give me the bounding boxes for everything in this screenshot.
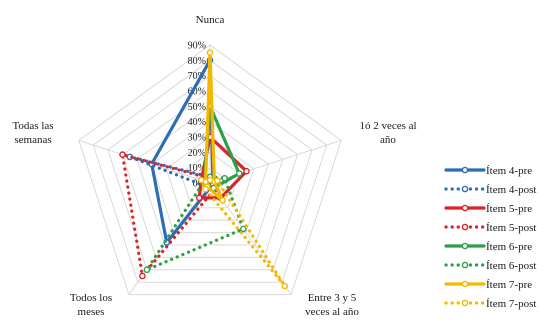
grid-ring (78, 44, 342, 296)
legend-label: Ítem 4-pre (486, 165, 532, 177)
legend-entry: Ítem 4-pre (444, 165, 532, 177)
legend-label: Ítem 5-pre (486, 203, 532, 215)
grid-ring (165, 136, 255, 221)
radial-tick-label: 90% (188, 41, 206, 52)
legend-entry: Ítem 5-pre (444, 203, 532, 215)
series-line (197, 135, 249, 200)
legend-marker (461, 242, 469, 250)
data-point (143, 266, 151, 274)
legend-label: Ítem 5-post (486, 222, 536, 234)
radial-tick-label: 80% (188, 56, 206, 67)
axis-label: Todas las semanas (12, 120, 53, 146)
data-point (243, 167, 250, 175)
legend-entry: Ítem 4-post (444, 184, 536, 196)
legend-label: Ítem 6-pre (486, 241, 532, 253)
data-point (197, 176, 205, 184)
grid-ring (180, 151, 240, 209)
series-8 (197, 176, 289, 290)
data-point (195, 194, 203, 202)
axis-label: Entre 3 y 5 veces al año (305, 292, 359, 318)
radial-tick-label: 20% (188, 148, 206, 159)
data-point (221, 174, 228, 182)
radial-tick-label: 10% (188, 163, 206, 174)
legend-label: Ítem 4-post (486, 184, 536, 196)
radial-tick-label: 60% (188, 87, 206, 98)
series-lines (119, 49, 289, 290)
legend: Ítem 4-pre Ítem 4-post Ítem 5-pre Ítem 5-po… (444, 165, 536, 310)
legend-marker (461, 223, 469, 231)
grid-ring (151, 121, 269, 234)
legend-marker (461, 204, 469, 212)
legend-marker (461, 261, 469, 269)
radial-tick-label: 30% (188, 133, 206, 144)
radial-tick-label: 70% (188, 71, 206, 82)
legend-marker (461, 280, 469, 288)
data-point (281, 282, 289, 290)
legend-entry: Ítem 5-post (444, 222, 536, 234)
grid-ring (121, 90, 299, 258)
data-point (202, 185, 209, 193)
axis-label: Todos los meses (70, 292, 112, 318)
grid-ring (136, 105, 284, 246)
legend-label: Ítem 6-post (486, 260, 536, 272)
axis-label: 1ó 2 veces al año (359, 120, 416, 146)
data-point (239, 225, 247, 233)
axis-category-labels: Nunca 1ó 2 veces al año Entre 3 y 5 veces al… (12, 14, 416, 318)
legend-marker (461, 299, 469, 307)
legend-label: Ítem 7-pre (486, 279, 532, 291)
grid-ring (92, 59, 328, 283)
legend-entry: Ítem 6-pre (444, 241, 532, 253)
data-point (119, 151, 126, 158)
legend-entry: Ítem 6-post (444, 260, 536, 272)
grid-ring (107, 75, 313, 271)
legend-marker (461, 166, 469, 174)
data-point (206, 176, 214, 184)
data-point (139, 272, 146, 280)
radial-tick-label: 40% (188, 117, 206, 128)
radial-tick-label: 50% (188, 102, 206, 113)
axis-label: Nunca (196, 14, 225, 26)
data-point (213, 177, 221, 184)
legend-label: Ítem 7-post (486, 298, 536, 310)
legend-marker (461, 185, 469, 193)
legend-entry: Ítem 7-pre (444, 279, 532, 291)
legend-entry: Ítem 7-post (444, 298, 536, 310)
data-point (235, 170, 243, 177)
data-point (206, 49, 214, 57)
series-line (204, 51, 225, 202)
data-point (219, 197, 226, 204)
